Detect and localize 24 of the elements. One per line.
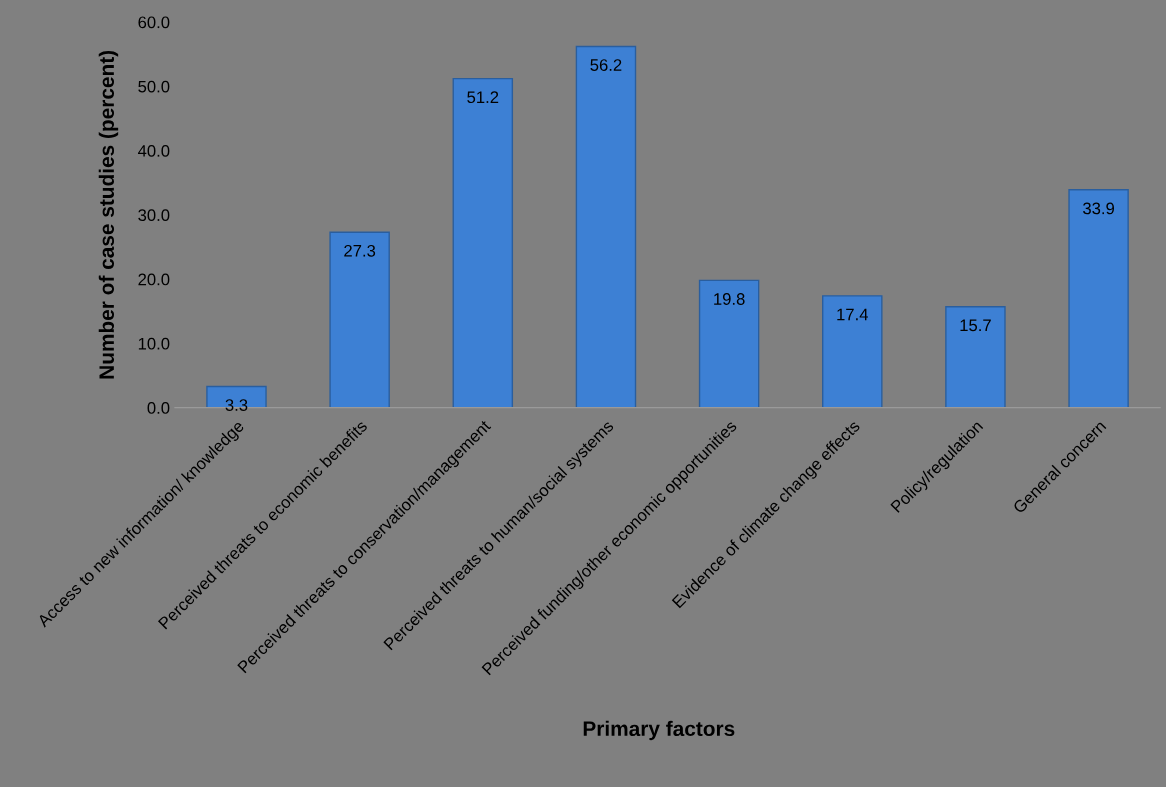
bar — [698, 279, 760, 408]
data-label: 3.3 — [225, 399, 248, 411]
bar — [452, 77, 514, 408]
y-tick-label: 40.0 — [137, 144, 170, 157]
data-label: 19.8 — [714, 293, 745, 305]
bar — [945, 306, 1006, 408]
y-axis-title: Number of case studies (percent) — [98, 50, 119, 379]
y-tick-label: 50.0 — [138, 80, 170, 93]
bar — [575, 45, 637, 408]
x-axis-title: Primary factors — [583, 720, 735, 741]
data-label: 27.3 — [344, 244, 376, 257]
y-tick-label: 10.0 — [138, 337, 170, 350]
y-tick-label: 60.0 — [138, 16, 170, 29]
data-label: 51.2 — [467, 91, 499, 104]
data-label: 56.2 — [590, 59, 622, 71]
bar — [1068, 189, 1129, 408]
y-tick-label: 0.0 — [147, 402, 170, 414]
y-tick-label: 30.0 — [138, 209, 170, 222]
bar — [329, 231, 390, 408]
data-label: 17.4 — [837, 308, 869, 321]
y-tick-label: 20.0 — [138, 273, 170, 286]
data-label: 15.7 — [960, 319, 991, 332]
bar — [822, 295, 883, 408]
data-label: 33.9 — [1083, 202, 1115, 215]
